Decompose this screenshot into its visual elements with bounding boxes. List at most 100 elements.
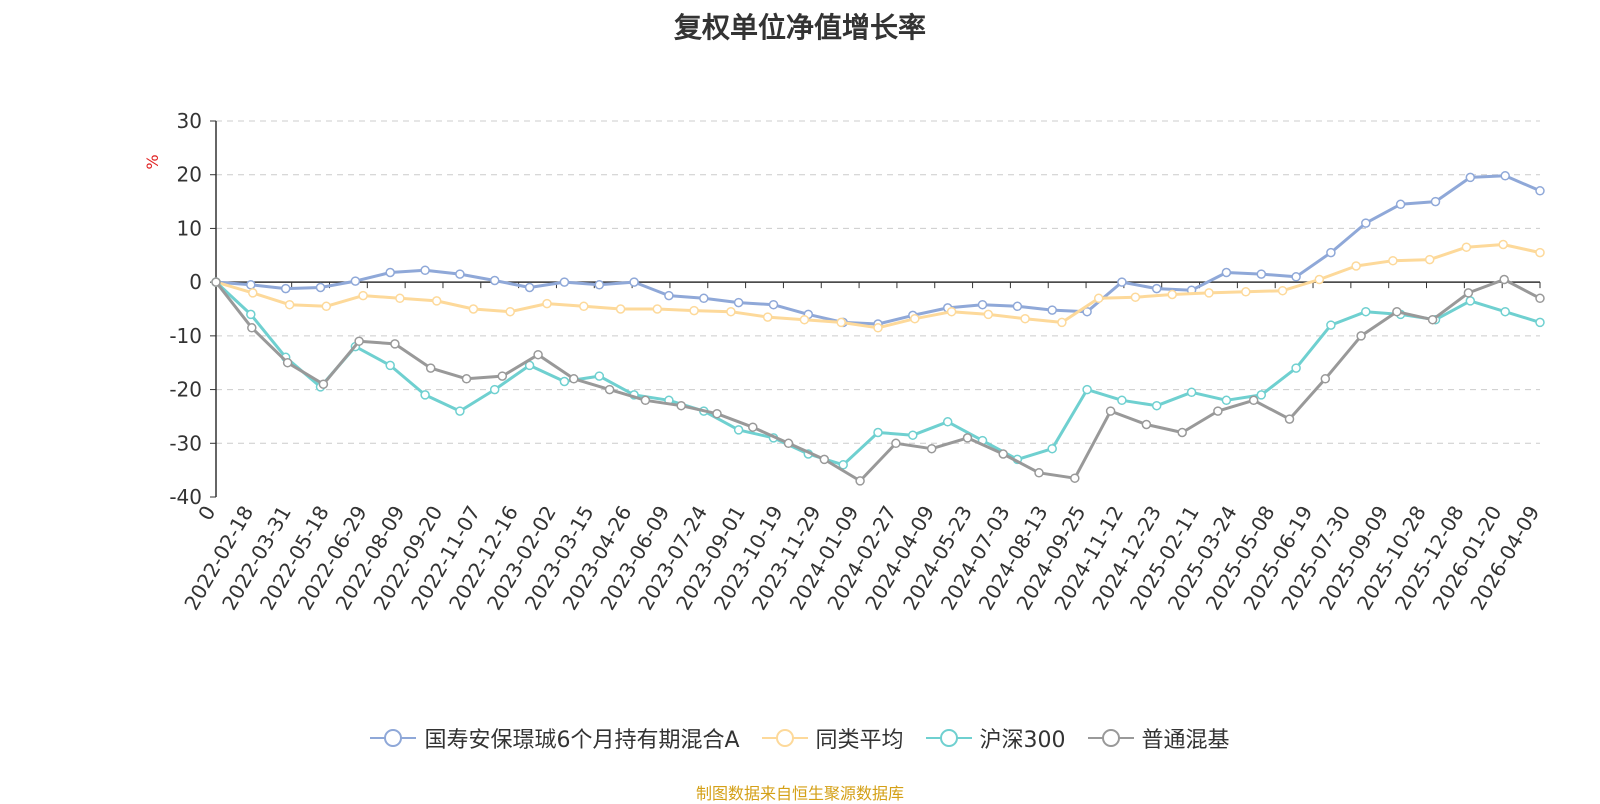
series-line-0 (215, 174, 1541, 326)
data-point (1361, 218, 1371, 228)
data-point (1498, 239, 1508, 250)
y-tick-label: -30 (169, 431, 202, 455)
data-point (998, 449, 1008, 459)
data-point (1248, 395, 1259, 406)
data-point (1141, 419, 1152, 430)
data-point (1326, 320, 1336, 330)
y-tick-label: 10 (177, 216, 202, 240)
data-point (1186, 387, 1197, 398)
data-point (385, 267, 395, 278)
data-point (1204, 288, 1214, 298)
data-point (247, 323, 257, 333)
data-point (315, 282, 326, 293)
data-point (246, 309, 256, 320)
data-point (836, 317, 846, 328)
data-point (594, 280, 605, 290)
data-point (604, 384, 615, 395)
data-point (1392, 306, 1402, 317)
data-point (1221, 267, 1232, 278)
legend-item-fund[interactable]: 国寿安保璟珹6个月持有期混合A (370, 722, 740, 754)
data-point (318, 379, 329, 389)
data-point (559, 376, 570, 387)
y-tick-label: -10 (169, 324, 202, 348)
data-point (533, 349, 543, 360)
chart-legend: 国寿安保璟珹6个月持有期混合A 同类平均 沪深300 普通混基 (0, 722, 1600, 754)
legend-item-csi300[interactable]: 沪深300 (925, 722, 1066, 754)
data-point (1500, 171, 1510, 181)
data-point (211, 277, 221, 287)
data-point (733, 425, 744, 435)
data-point (689, 305, 699, 316)
data-point (1291, 363, 1301, 373)
data-point (1057, 317, 1067, 328)
data-point (1047, 443, 1057, 454)
data-point (1361, 306, 1371, 317)
data-point (615, 304, 626, 314)
data-point (1167, 289, 1177, 300)
data-point (1256, 390, 1267, 400)
chart-title: 复权单位净值增长率 (673, 11, 926, 44)
y-tick-label: 30 (177, 109, 202, 133)
data-point (983, 309, 994, 320)
legend-swatch-category-average-icon (761, 729, 808, 747)
data-point (461, 374, 472, 384)
y-tick-label: -40 (169, 485, 202, 509)
data-point (926, 443, 937, 454)
data-point (524, 282, 535, 293)
data-point (1499, 274, 1509, 285)
data-point (664, 290, 674, 301)
data-point (354, 336, 364, 346)
data-point (489, 384, 500, 395)
data-point (1177, 427, 1187, 438)
data-point (783, 438, 794, 449)
data-point (762, 312, 773, 322)
y-tick-label: 20 (177, 163, 202, 187)
legend-label-csi300: 沪深300 (979, 728, 1066, 753)
y-tick-label: 0 (189, 270, 202, 294)
legend-item-category-average[interactable]: 同类平均 (761, 722, 904, 754)
data-point (1461, 242, 1472, 252)
data-point (1535, 317, 1545, 328)
data-point (1314, 274, 1325, 285)
data-point (395, 293, 405, 304)
series-line-2 (214, 281, 1541, 467)
data-point (1151, 400, 1162, 411)
legend-label-category-average: 同类平均 (815, 728, 904, 753)
data-point (1535, 186, 1545, 196)
series-line-1 (215, 243, 1541, 330)
data-point (855, 476, 865, 486)
data-point (455, 269, 465, 279)
data-point (497, 371, 508, 381)
legend-label-fund: 国寿安保璟珹6个月持有期混合A (424, 728, 740, 753)
data-point (1093, 293, 1104, 304)
data-point (1070, 473, 1080, 483)
data-point (1130, 292, 1141, 302)
data-point (1105, 406, 1116, 416)
data-point (1047, 305, 1057, 315)
data-point (559, 277, 570, 287)
data-point (420, 390, 430, 400)
data-point (819, 454, 830, 465)
data-point (908, 430, 918, 440)
legend-swatch-fund-icon (370, 729, 417, 747)
data-point (1284, 414, 1295, 424)
data-point (873, 427, 883, 438)
x-tick-label: 0 (193, 502, 220, 525)
data-point (248, 288, 258, 298)
data-point (640, 395, 651, 406)
data-point (1424, 254, 1435, 265)
legend-item-mixed-funds[interactable]: 普通混基 (1087, 722, 1230, 754)
data-point (1500, 306, 1510, 317)
data-point (468, 304, 479, 314)
data-point (873, 323, 883, 333)
data-point (977, 299, 988, 310)
data-point (910, 313, 920, 324)
data-point (799, 314, 810, 325)
data-point (1535, 293, 1545, 304)
series-line-3 (214, 278, 1541, 483)
data-point (280, 283, 291, 294)
data-point (431, 296, 442, 306)
y-axis-unit-label: % (143, 154, 162, 169)
data-point (1465, 172, 1476, 183)
